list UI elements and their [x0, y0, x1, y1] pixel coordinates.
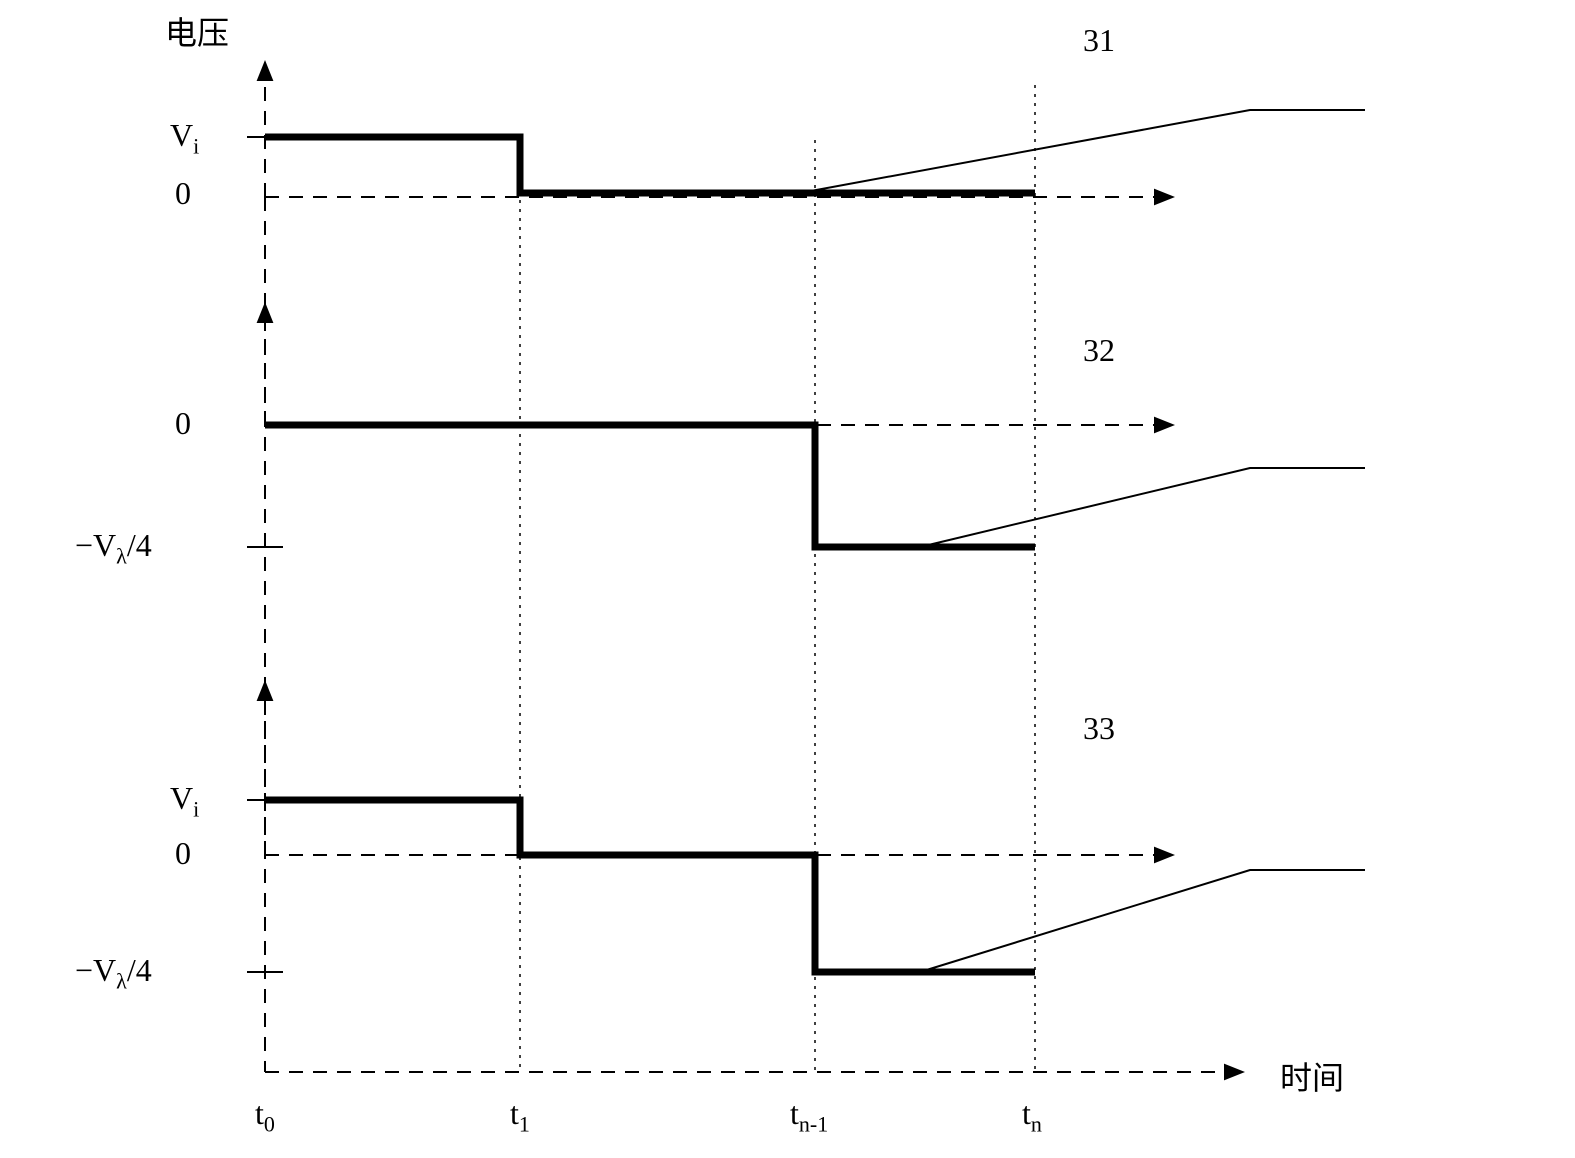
- x-axis-title: 时间: [1280, 1053, 1344, 1099]
- y-tick-label: 0: [175, 835, 191, 872]
- tick-label-tn: tn: [1022, 1095, 1042, 1137]
- diagram-svg: [0, 0, 1575, 1158]
- y-tick-label: Vi: [170, 780, 199, 822]
- panel-id-31: 31: [1083, 22, 1115, 59]
- panel-id-32: 32: [1083, 332, 1115, 369]
- y-tick-label: Vi: [170, 117, 199, 159]
- tick-label-t1: t1: [510, 1095, 530, 1137]
- panel-id-33: 33: [1083, 710, 1115, 747]
- tick-label-t0: t0: [255, 1095, 275, 1137]
- tick-label-tn-1: tn-1: [790, 1095, 828, 1137]
- timing-diagram: 电压时间 t0 t1 tn-1 tn 31 Vi 0 32 0 −Vλ/4 33 Vi 0 −Vλ/4: [0, 0, 1575, 1158]
- y-tick-label: −Vλ/4: [75, 952, 152, 994]
- y-tick-label: 0: [175, 405, 191, 442]
- y-tick-label: 0: [175, 175, 191, 212]
- y-axis-title: 电压: [165, 8, 229, 54]
- y-tick-label: −Vλ/4: [75, 527, 152, 569]
